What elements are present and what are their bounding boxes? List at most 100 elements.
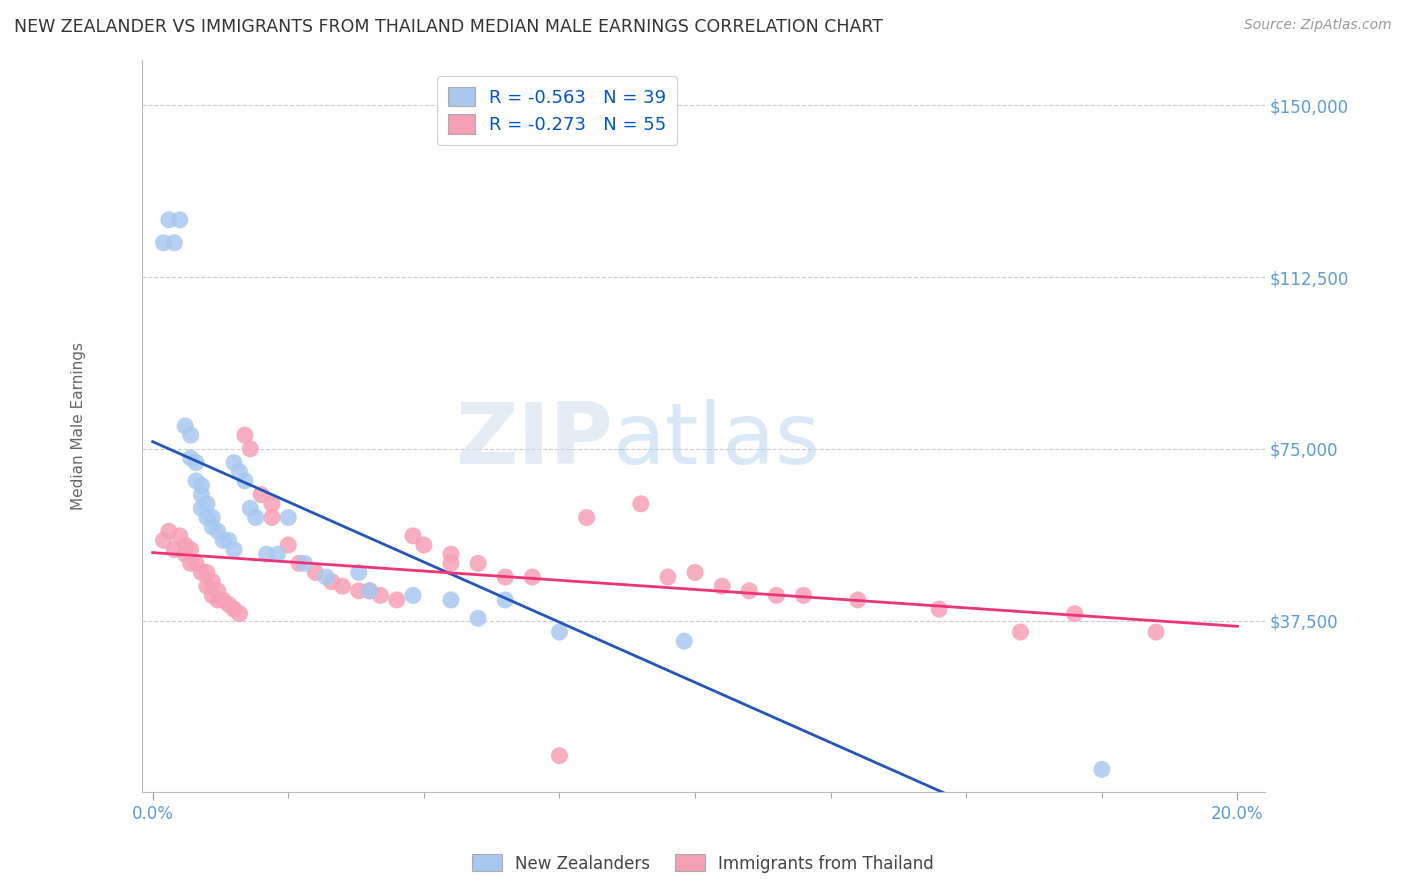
- Point: [467, 557, 489, 571]
- Point: [359, 583, 381, 598]
- Point: [347, 583, 370, 598]
- Point: [250, 488, 273, 502]
- Point: [180, 428, 202, 442]
- Point: [233, 428, 256, 442]
- Point: [228, 465, 250, 479]
- Point: [195, 510, 218, 524]
- Point: [195, 497, 218, 511]
- Point: [288, 557, 311, 571]
- Point: [222, 542, 245, 557]
- Point: [184, 474, 207, 488]
- Point: [152, 533, 174, 548]
- Point: [548, 625, 571, 640]
- Point: [304, 566, 326, 580]
- Point: [174, 419, 197, 434]
- Point: [180, 557, 202, 571]
- Text: atlas: atlas: [613, 399, 821, 482]
- Point: [190, 566, 212, 580]
- Point: [169, 212, 191, 227]
- Legend: New Zealanders, Immigrants from Thailand: New Zealanders, Immigrants from Thailand: [465, 847, 941, 880]
- Point: [738, 583, 761, 598]
- Point: [494, 570, 516, 584]
- Point: [467, 611, 489, 625]
- Point: [207, 524, 229, 539]
- Point: [260, 510, 283, 524]
- Point: [184, 456, 207, 470]
- Point: [256, 547, 278, 561]
- Point: [180, 542, 202, 557]
- Point: [207, 593, 229, 607]
- Point: [440, 593, 463, 607]
- Point: [277, 538, 299, 552]
- Point: [190, 478, 212, 492]
- Point: [321, 574, 343, 589]
- Point: [195, 566, 218, 580]
- Point: [673, 634, 696, 648]
- Point: [222, 456, 245, 470]
- Point: [169, 529, 191, 543]
- Point: [190, 488, 212, 502]
- Point: [1063, 607, 1085, 621]
- Point: [440, 547, 463, 561]
- Point: [195, 579, 218, 593]
- Point: [157, 212, 180, 227]
- Point: [190, 501, 212, 516]
- Point: [233, 474, 256, 488]
- Point: [222, 602, 245, 616]
- Point: [163, 542, 186, 557]
- Point: [201, 510, 224, 524]
- Point: [174, 547, 197, 561]
- Point: [347, 566, 370, 580]
- Point: [201, 574, 224, 589]
- Point: [245, 510, 267, 524]
- Point: [180, 450, 202, 465]
- Point: [157, 524, 180, 539]
- Point: [174, 538, 197, 552]
- Point: [218, 598, 240, 612]
- Point: [207, 583, 229, 598]
- Point: [630, 497, 652, 511]
- Point: [522, 570, 544, 584]
- Point: [402, 529, 425, 543]
- Point: [277, 510, 299, 524]
- Point: [683, 566, 706, 580]
- Point: [218, 533, 240, 548]
- Point: [1144, 625, 1167, 640]
- Point: [163, 235, 186, 250]
- Point: [793, 588, 815, 602]
- Point: [385, 593, 408, 607]
- Text: Source: ZipAtlas.com: Source: ZipAtlas.com: [1244, 18, 1392, 32]
- Point: [239, 501, 262, 516]
- Point: [228, 607, 250, 621]
- Point: [1091, 763, 1114, 777]
- Point: [294, 557, 316, 571]
- Point: [711, 579, 734, 593]
- Point: [928, 602, 950, 616]
- Point: [359, 583, 381, 598]
- Point: [332, 579, 354, 593]
- Point: [765, 588, 787, 602]
- Point: [260, 497, 283, 511]
- Point: [212, 533, 235, 548]
- Point: [657, 570, 679, 584]
- Point: [575, 510, 598, 524]
- Point: [402, 588, 425, 602]
- Legend: R = -0.563   N = 39, R = -0.273   N = 55: R = -0.563 N = 39, R = -0.273 N = 55: [437, 76, 678, 145]
- Point: [266, 547, 288, 561]
- Text: NEW ZEALANDER VS IMMIGRANTS FROM THAILAND MEDIAN MALE EARNINGS CORRELATION CHART: NEW ZEALANDER VS IMMIGRANTS FROM THAILAN…: [14, 18, 883, 36]
- Text: ZIP: ZIP: [456, 399, 613, 482]
- Point: [1010, 625, 1032, 640]
- Point: [201, 588, 224, 602]
- Point: [212, 593, 235, 607]
- Point: [846, 593, 869, 607]
- Point: [494, 593, 516, 607]
- Point: [315, 570, 337, 584]
- Point: [548, 748, 571, 763]
- Y-axis label: Median Male Earnings: Median Male Earnings: [72, 342, 86, 510]
- Point: [370, 588, 392, 602]
- Point: [184, 557, 207, 571]
- Point: [412, 538, 434, 552]
- Point: [201, 519, 224, 533]
- Point: [239, 442, 262, 456]
- Point: [152, 235, 174, 250]
